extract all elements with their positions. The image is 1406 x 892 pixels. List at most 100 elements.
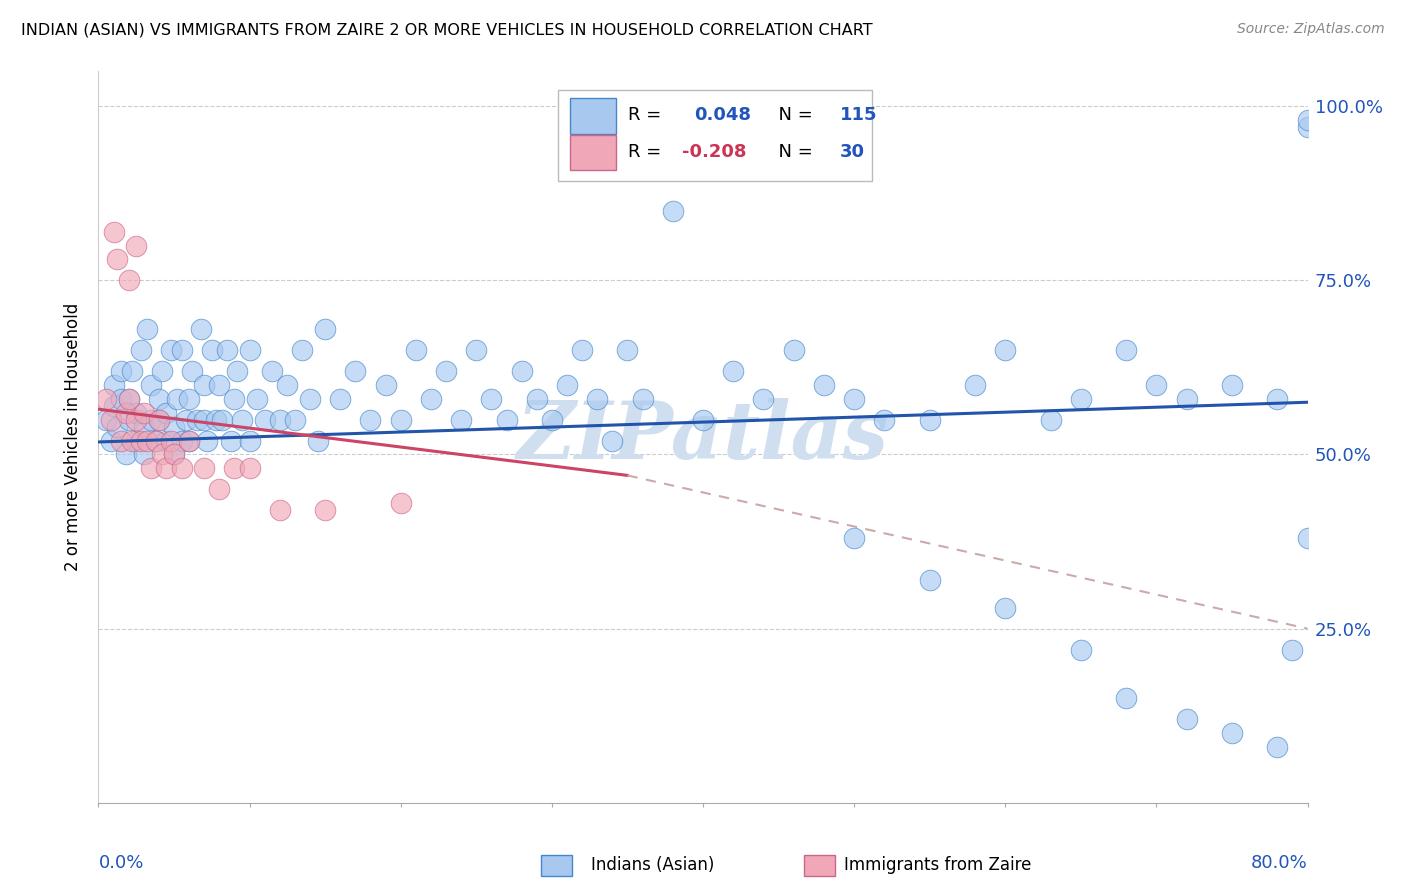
Text: -0.208: -0.208	[682, 143, 747, 161]
Text: INDIAN (ASIAN) VS IMMIGRANTS FROM ZAIRE 2 OR MORE VEHICLES IN HOUSEHOLD CORRELAT: INDIAN (ASIAN) VS IMMIGRANTS FROM ZAIRE …	[21, 22, 873, 37]
Text: N =: N =	[768, 106, 818, 124]
Point	[540, 412, 562, 426]
Point	[110, 434, 132, 448]
Point	[1070, 642, 1092, 657]
Point	[121, 364, 143, 378]
Point	[631, 392, 654, 406]
Point	[179, 434, 201, 448]
Point	[155, 406, 177, 420]
Y-axis label: 2 or more Vehicles in Household: 2 or more Vehicles in Household	[65, 303, 83, 571]
Point	[129, 343, 152, 357]
Point	[181, 364, 204, 378]
Point	[100, 434, 122, 448]
Point	[150, 364, 173, 378]
Point	[873, 412, 896, 426]
Point	[389, 412, 412, 426]
Text: Immigrants from Zaire: Immigrants from Zaire	[844, 856, 1031, 874]
Point	[239, 343, 262, 357]
Point	[1341, 600, 1364, 615]
Point	[481, 392, 503, 406]
Point	[1220, 377, 1243, 392]
Point	[170, 461, 193, 475]
Point	[1070, 392, 1092, 406]
FancyBboxPatch shape	[569, 135, 616, 170]
Point	[118, 392, 141, 406]
Point	[692, 412, 714, 426]
Point	[118, 412, 141, 426]
Point	[344, 364, 367, 378]
Point	[110, 364, 132, 378]
Point	[299, 392, 322, 406]
Point	[205, 412, 228, 426]
Point	[1281, 642, 1303, 657]
Point	[163, 448, 186, 462]
Point	[125, 434, 148, 448]
Point	[110, 392, 132, 406]
Point	[571, 343, 593, 357]
Point	[1115, 343, 1137, 357]
Point	[208, 483, 231, 497]
Point	[1296, 113, 1319, 128]
Point	[526, 392, 548, 406]
Point	[374, 377, 396, 392]
Point	[141, 377, 163, 392]
Point	[170, 343, 193, 357]
Point	[118, 273, 141, 287]
Point	[994, 343, 1017, 357]
Point	[163, 448, 186, 462]
Text: ZIPatlas: ZIPatlas	[517, 399, 889, 475]
Point	[813, 377, 835, 392]
Point	[125, 412, 148, 426]
Point	[118, 392, 141, 406]
Point	[360, 412, 382, 426]
Point	[215, 343, 238, 357]
Text: 0.048: 0.048	[695, 106, 752, 124]
Point	[103, 377, 125, 392]
Text: Indians (Asian): Indians (Asian)	[591, 856, 714, 874]
Point	[510, 364, 533, 378]
Point	[226, 364, 249, 378]
Point	[105, 252, 128, 267]
Point	[135, 434, 157, 448]
Point	[239, 461, 262, 475]
Point	[105, 419, 128, 434]
Point	[752, 392, 775, 406]
Point	[103, 225, 125, 239]
Point	[434, 364, 457, 378]
Point	[103, 399, 125, 413]
Point	[918, 573, 941, 587]
Point	[186, 412, 208, 426]
Point	[221, 434, 243, 448]
Text: R =: R =	[628, 143, 666, 161]
Text: R =: R =	[628, 106, 673, 124]
Point	[269, 412, 291, 426]
Point	[211, 412, 233, 426]
Point	[150, 448, 173, 462]
Point	[723, 364, 745, 378]
Point	[314, 503, 336, 517]
Point	[465, 343, 488, 357]
Point	[307, 434, 329, 448]
Point	[190, 322, 212, 336]
Point	[160, 434, 183, 448]
Point	[555, 377, 578, 392]
Point	[125, 406, 148, 420]
Point	[155, 461, 177, 475]
Point	[450, 412, 472, 426]
Point	[276, 377, 298, 392]
Point	[179, 434, 201, 448]
Point	[201, 343, 224, 357]
Point	[224, 392, 246, 406]
Point	[145, 434, 167, 448]
Point	[170, 434, 193, 448]
Point	[94, 392, 117, 406]
Point	[1341, 587, 1364, 601]
Point	[844, 392, 866, 406]
Point	[1267, 740, 1289, 755]
Point	[1327, 483, 1350, 497]
Point	[129, 434, 152, 448]
Point	[1296, 120, 1319, 134]
Point	[389, 496, 412, 510]
Point	[155, 434, 177, 448]
Point	[1144, 377, 1167, 392]
